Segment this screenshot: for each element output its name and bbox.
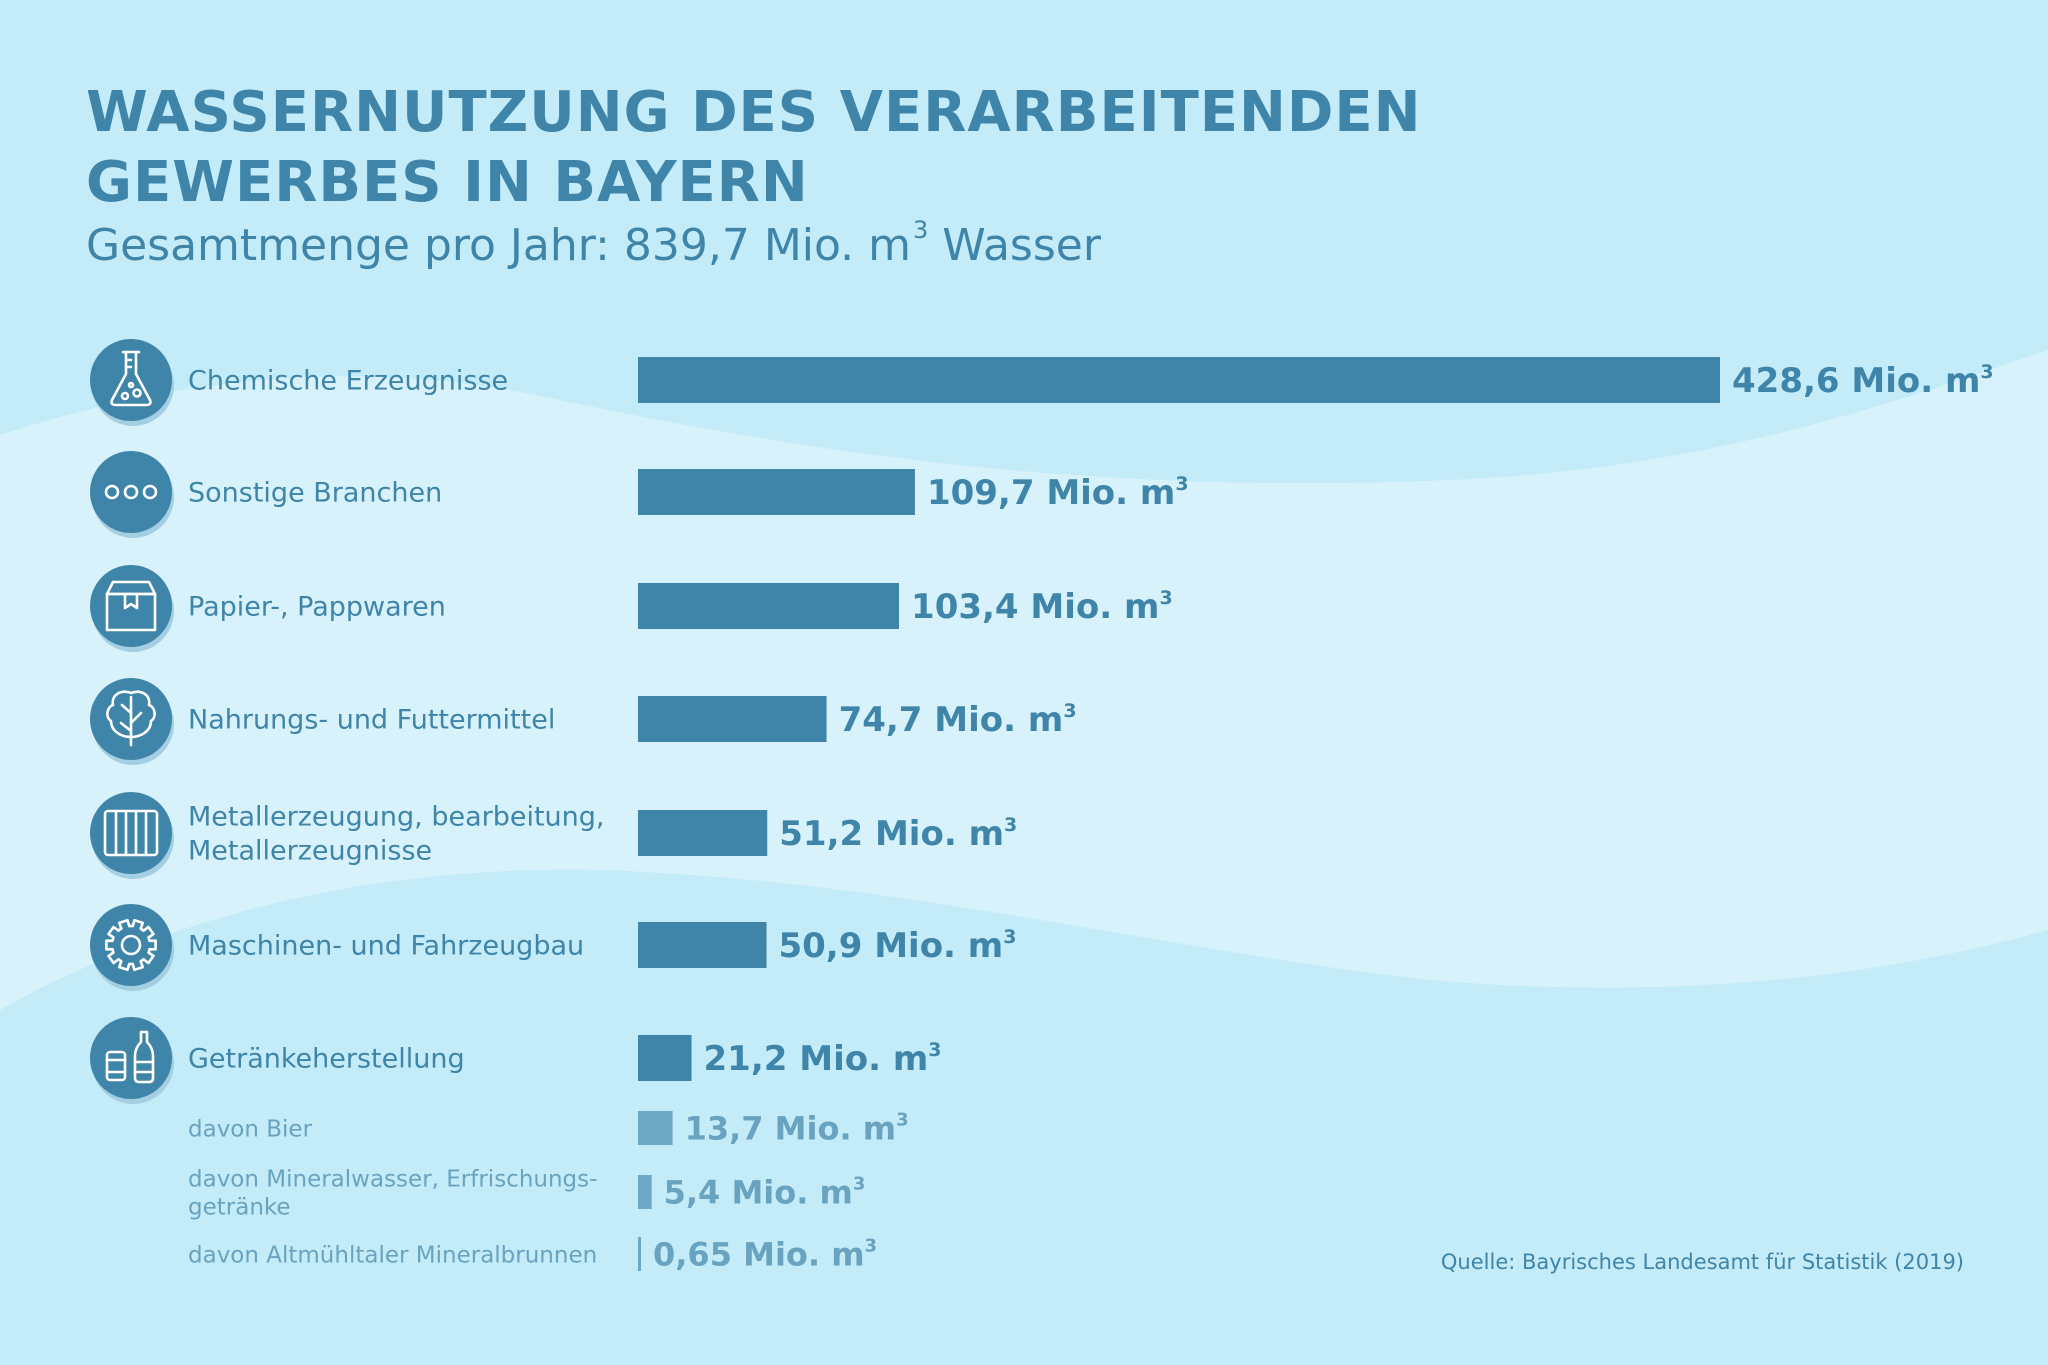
value-label-superscript: 3 (896, 1110, 909, 1131)
category-label-line: Maschinen- und Fahrzeugbau (188, 931, 584, 962)
value-label: 51,2 Mio. m3 (779, 814, 1017, 854)
leaf-icon (90, 678, 174, 765)
category-label: davon Bier (188, 1116, 313, 1142)
value-label: 21,2 Mio. m3 (704, 1039, 942, 1079)
bar (638, 810, 768, 856)
bar (638, 357, 1720, 403)
category-label-line: Metallerzeugnisse (188, 836, 432, 867)
value-label-text: 13,7 Mio. m (685, 1110, 897, 1148)
value-label-superscript: 3 (1004, 814, 1017, 836)
category-label: Papier-, Pappwaren (188, 592, 446, 623)
category-label-line: Sonstige Branchen (188, 478, 442, 509)
bar (638, 583, 900, 629)
value-label-text: 0,65 Mio. m (653, 1236, 865, 1274)
value-label-text: 50,9 Mio. m (778, 926, 1003, 966)
chart-title-line-1: WASSERNUTZUNG DES VERARBEITENDEN (86, 80, 1422, 145)
value-label-superscript: 3 (1003, 926, 1016, 948)
category-label: Getränkeherstellung (188, 1044, 465, 1075)
flask-icon (90, 339, 174, 426)
bar (638, 1237, 641, 1271)
bar (638, 1175, 652, 1209)
source-note: Quelle: Bayrisches Landesamt für Statist… (1440, 1250, 1964, 1274)
value-label: 0,65 Mio. m3 (653, 1236, 877, 1274)
value-label-superscript: 3 (928, 1039, 941, 1061)
category-label-line: davon Bier (188, 1116, 313, 1142)
category-label: Chemische Erzeugnisse (188, 366, 508, 397)
chart-subtitle: Gesamtmenge pro Jahr: 839,7 Mio. m3 Wass… (86, 218, 1101, 271)
value-label: 74,7 Mio. m3 (839, 700, 1077, 740)
bar (638, 1111, 673, 1145)
category-label-line: davon Mineralwasser, Erfrischungs- (188, 1166, 597, 1192)
value-label: 13,7 Mio. m3 (685, 1110, 909, 1148)
category-label-line: Nahrungs- und Futtermittel (188, 705, 555, 736)
category-label: davon Mineralwasser, Erfrischungs-geträn… (188, 1166, 597, 1220)
value-label-text: 109,7 Mio. m (927, 473, 1175, 513)
bottle-can-icon (90, 1017, 174, 1104)
subtitle-prefix: Gesamtmenge pro Jahr: 839,7 Mio. m (86, 220, 911, 271)
value-label: 103,4 Mio. m3 (911, 587, 1173, 627)
value-label: 428,6 Mio. m3 (1732, 361, 1994, 401)
category-label: Sonstige Branchen (188, 478, 442, 509)
subtitle-suffix: Wasser (928, 220, 1101, 271)
value-label-text: 428,6 Mio. m (1732, 361, 1980, 401)
category-label-line: Getränkeherstellung (188, 1044, 465, 1075)
chart-title-line-2: GEWERBES IN BAYERN (86, 150, 809, 215)
value-label: 50,9 Mio. m3 (778, 926, 1016, 966)
category-label-line: getränke (188, 1194, 291, 1220)
gear-icon (90, 904, 174, 991)
category-label-line: Metallerzeugung, bearbeitung, (188, 802, 605, 833)
bar (638, 1035, 692, 1081)
value-label-superscript: 3 (1175, 473, 1188, 495)
value-label-text: 103,4 Mio. m (911, 587, 1159, 627)
value-label-superscript: 3 (865, 1236, 878, 1257)
value-label-text: 5,4 Mio. m (664, 1174, 853, 1212)
value-label-superscript: 3 (853, 1174, 866, 1195)
bar (638, 469, 915, 515)
value-label: 109,7 Mio. m3 (927, 473, 1189, 513)
category-label: Nahrungs- und Futtermittel (188, 705, 555, 736)
value-label: 5,4 Mio. m3 (664, 1174, 866, 1212)
category-label: Metallerzeugung, bearbeitung, Metallerzeu… (188, 802, 605, 867)
background-wave-light (0, 350, 2048, 1010)
value-label-text: 51,2 Mio. m (779, 814, 1004, 854)
category-label: davon Altmühltaler Mineralbrunnen (188, 1242, 597, 1268)
value-label-superscript: 3 (1159, 587, 1172, 609)
bar (638, 696, 827, 742)
chart-title: WASSERNUTZUNG DES VERARBEITENDEN GEWERBE… (86, 78, 1422, 218)
value-label-superscript: 3 (1063, 700, 1076, 722)
bar (638, 922, 767, 968)
value-label-text: 21,2 Mio. m (704, 1039, 929, 1079)
category-label-line: Papier-, Pappwaren (188, 592, 446, 623)
subtitle-superscript: 3 (913, 216, 929, 244)
metal-bars-icon (90, 792, 174, 879)
category-label-line: Chemische Erzeugnisse (188, 366, 508, 397)
box-icon (90, 565, 174, 652)
value-label-superscript: 3 (1980, 361, 1993, 383)
category-label: Maschinen- und Fahrzeugbau (188, 931, 584, 962)
dots-icon (90, 451, 174, 538)
category-label-line: davon Altmühltaler Mineralbrunnen (188, 1242, 597, 1268)
value-label-text: 74,7 Mio. m (839, 700, 1064, 740)
